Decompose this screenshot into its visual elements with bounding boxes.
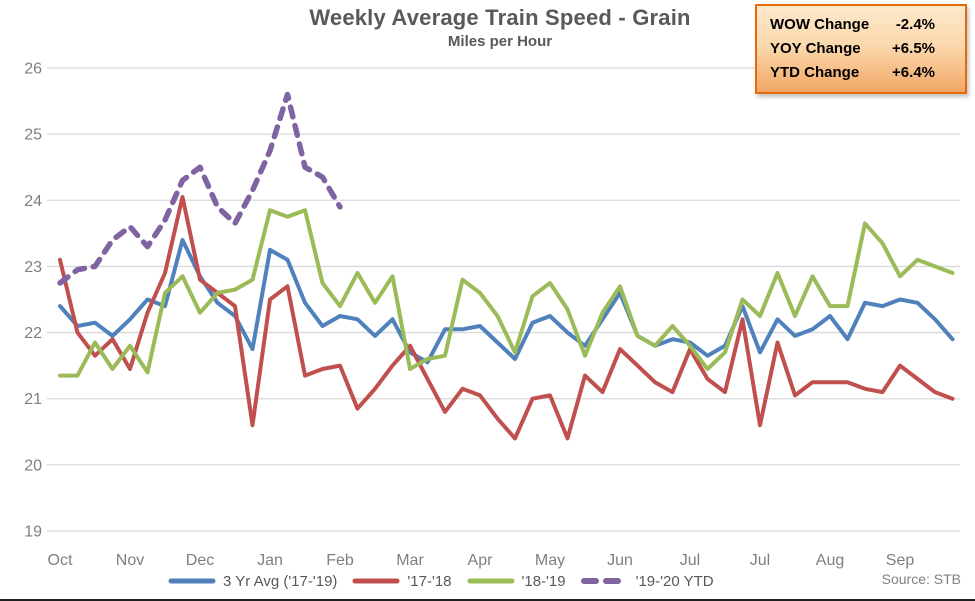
y-axis-label: 24 bbox=[24, 193, 42, 210]
x-axis-label: Jul bbox=[680, 552, 700, 569]
x-axis-label: Oct bbox=[48, 552, 73, 569]
stat-row: WOW Change -2.4% bbox=[770, 13, 951, 37]
y-axis-label: 23 bbox=[24, 259, 42, 276]
y-axis-label: 25 bbox=[24, 127, 42, 144]
legend-label: 3 Yr Avg ('17-'19) bbox=[223, 572, 338, 590]
legend-item: '18-'19 bbox=[467, 573, 566, 590]
stat-label: YOY Change bbox=[770, 40, 861, 57]
legend-swatch-dashed bbox=[580, 578, 629, 584]
x-axis-label: Dec bbox=[186, 552, 214, 569]
y-axis-label: 26 bbox=[24, 61, 42, 78]
y-axis-label: 21 bbox=[24, 391, 42, 408]
series-line-19-20-ytd bbox=[57, 91, 343, 286]
legend-item: '19-'20 YTD bbox=[580, 572, 714, 590]
y-axis-label: 19 bbox=[24, 524, 42, 541]
stat-label: WOW Change bbox=[770, 16, 870, 33]
stat-value: +6.5% bbox=[892, 40, 935, 57]
stat-row: YTD Change +6.4% bbox=[770, 61, 951, 85]
legend-label: '18-'19 bbox=[521, 572, 566, 590]
chart-title: Weekly Average Train Speed - Grain bbox=[309, 5, 691, 30]
stat-value: +6.4% bbox=[892, 64, 935, 81]
x-axis-label: Aug bbox=[816, 552, 844, 569]
series-line-3-yr-avg-17-19 bbox=[58, 238, 955, 365]
x-axis-label: Apr bbox=[468, 552, 494, 569]
stat-label: YTD Change bbox=[770, 64, 860, 81]
x-axis-label: Jun bbox=[607, 552, 633, 569]
x-axis-label: Jul bbox=[750, 552, 770, 569]
title-block: Weekly Average Train Speed - Grain Miles… bbox=[40, 5, 960, 51]
y-axis-label: 20 bbox=[24, 457, 42, 474]
stat-value: -2.4% bbox=[895, 16, 935, 33]
legend-label: '17-'18 bbox=[407, 572, 452, 590]
x-axis-label: Feb bbox=[326, 552, 354, 569]
chart-legend: 3 Yr Avg ('17-'19) '17-'18 '18-'19 '19-'20 … bbox=[168, 569, 714, 593]
legend-label: '19-'20 YTD bbox=[635, 572, 714, 590]
series-line-17-18 bbox=[58, 195, 955, 441]
legend-swatch-solid bbox=[352, 578, 400, 584]
stat-row: YOY Change +6.5% bbox=[770, 37, 951, 61]
legend-swatch-solid bbox=[467, 578, 514, 584]
x-axis-label: Jan bbox=[257, 552, 283, 569]
series-line-18-19 bbox=[58, 208, 955, 378]
x-axis-label: Mar bbox=[396, 552, 424, 569]
legend-swatch-solid bbox=[168, 578, 216, 584]
chart-subtitle: Miles per Hour bbox=[447, 33, 553, 51]
x-axis-label: Sep bbox=[886, 552, 915, 569]
legend-item: 3 Yr Avg ('17-'19) bbox=[168, 573, 337, 590]
legend-item: '17-'18 bbox=[352, 572, 452, 590]
stats-box: WOW Change -2.4% YOY Change +6.5% YTD Change… bbox=[755, 4, 967, 94]
x-axis-label: Nov bbox=[116, 552, 144, 569]
source-label: Source: STB bbox=[881, 571, 961, 587]
y-axis-label: 22 bbox=[24, 325, 42, 342]
x-axis-label: May bbox=[535, 552, 565, 569]
